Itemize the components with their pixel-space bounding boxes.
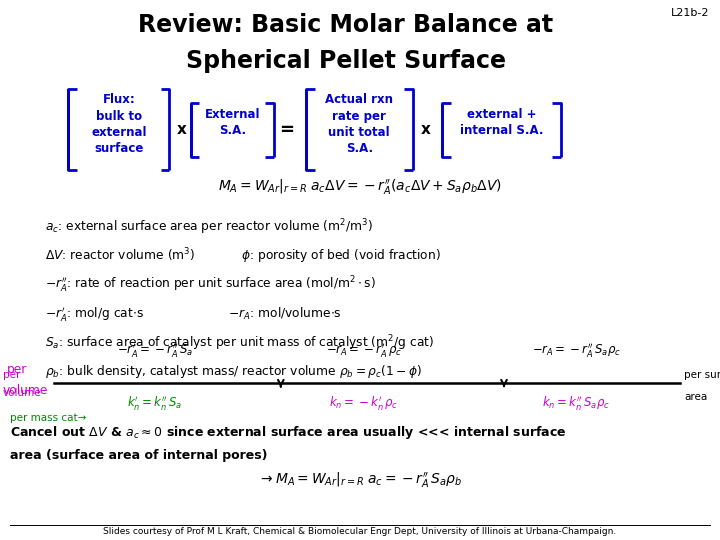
Text: External: External	[204, 108, 260, 121]
Text: surface: surface	[94, 142, 143, 155]
Text: x: x	[177, 122, 187, 137]
Text: Slides courtesy of Prof M L Kraft, Chemical & Biomolecular Engr Dept, University: Slides courtesy of Prof M L Kraft, Chemi…	[104, 527, 616, 536]
Text: area (surface area of internal pores): area (surface area of internal pores)	[10, 449, 268, 462]
Text: $k_n = k^{\prime\prime}_n\,S_a\rho_c$: $k_n = k^{\prime\prime}_n\,S_a\rho_c$	[542, 394, 610, 412]
Text: $\rightarrow M_A = W_{Ar}|_{r=R}\;a_c = -r_A^{\prime\prime}\,S_a\rho_b$: $\rightarrow M_A = W_{Ar}|_{r=R}\;a_c = …	[258, 471, 462, 490]
Text: x: x	[420, 122, 431, 137]
Text: external: external	[91, 126, 147, 139]
Text: internal S.A.: internal S.A.	[460, 124, 543, 137]
Text: per: per	[3, 370, 20, 380]
Text: Actual rxn: Actual rxn	[325, 93, 393, 106]
Text: Review: Basic Molar Balance at: Review: Basic Molar Balance at	[138, 14, 553, 37]
Text: volume: volume	[3, 384, 48, 397]
Text: $-r^{\prime\prime}_A$: rate of reaction per unit surface area (mol/m$^2\cdot$s): $-r^{\prime\prime}_A$: rate of reaction …	[45, 275, 376, 295]
Text: L21b-2: L21b-2	[671, 8, 709, 18]
Text: $-r_A = -r^{\prime\prime}_A\,S_a\rho_c$: $-r_A = -r^{\prime\prime}_A\,S_a\rho_c$	[531, 341, 621, 359]
Text: Flux:: Flux:	[102, 93, 135, 106]
Text: S.A.: S.A.	[346, 142, 373, 155]
Text: $k_n = -k^{\prime}_n\,\rho_c$: $k_n = -k^{\prime}_n\,\rho_c$	[329, 394, 398, 412]
Text: $\rho_b$: bulk density, catalyst mass/ reactor volume $\rho_b=\rho_c(1-\phi)$: $\rho_b$: bulk density, catalyst mass/ r…	[45, 363, 421, 380]
Text: =: =	[279, 120, 294, 139]
Text: rate per: rate per	[333, 110, 386, 123]
Text: S.A.: S.A.	[219, 124, 246, 137]
Text: $-r^{\prime}_A = -r^{\prime\prime}_A\,S_a$: $-r^{\prime}_A = -r^{\prime\prime}_A\,S_…	[117, 341, 193, 359]
Text: Spherical Pellet Surface: Spherical Pellet Surface	[186, 49, 505, 72]
Text: external +: external +	[467, 108, 536, 121]
Text: per mass cat→: per mass cat→	[10, 413, 86, 423]
Text: $-r^{\prime}_A$: mol/g cat$\cdot$s                      $-r_A$: mol/volume$\cdot: $-r^{\prime}_A$: mol/g cat$\cdot$s $-r_A…	[45, 305, 341, 322]
Text: bulk to: bulk to	[96, 110, 142, 123]
Text: Cancel out $\Delta V$ & $a_c \approx 0$ since external surface area usually <<< : Cancel out $\Delta V$ & $a_c \approx 0$ …	[10, 424, 567, 441]
Text: area: area	[684, 392, 707, 402]
Text: $a_c$: external surface area per reactor volume (m$^2$/m$^3$): $a_c$: external surface area per reactor…	[45, 217, 372, 237]
Text: per: per	[7, 363, 27, 376]
Text: unit total: unit total	[328, 126, 390, 139]
Text: $k^{\prime}_n = k^{\prime\prime}_n\,S_a$: $k^{\prime}_n = k^{\prime\prime}_n\,S_a$	[127, 394, 182, 412]
Text: $\Delta V$: reactor volume (m$^3$)            $\phi$: porosity of bed (void frac: $\Delta V$: reactor volume (m$^3$) $\phi…	[45, 246, 441, 266]
Text: $M_A = W_{Ar}|_{r=R}\;a_c\Delta V = -r_A^{\prime\prime}(a_c\Delta V + S_a\rho_b\: $M_A = W_{Ar}|_{r=R}\;a_c\Delta V = -r_A…	[218, 178, 502, 198]
Text: $-r_A = -r^{\prime}_A\,\rho_c$: $-r_A = -r^{\prime}_A\,\rho_c$	[325, 341, 402, 359]
Text: per surface: per surface	[684, 370, 720, 380]
Text: $S_a$: surface area of catalyst per unit mass of catalyst (m$^2$/g cat): $S_a$: surface area of catalyst per unit…	[45, 334, 433, 353]
Text: volume: volume	[3, 388, 42, 398]
